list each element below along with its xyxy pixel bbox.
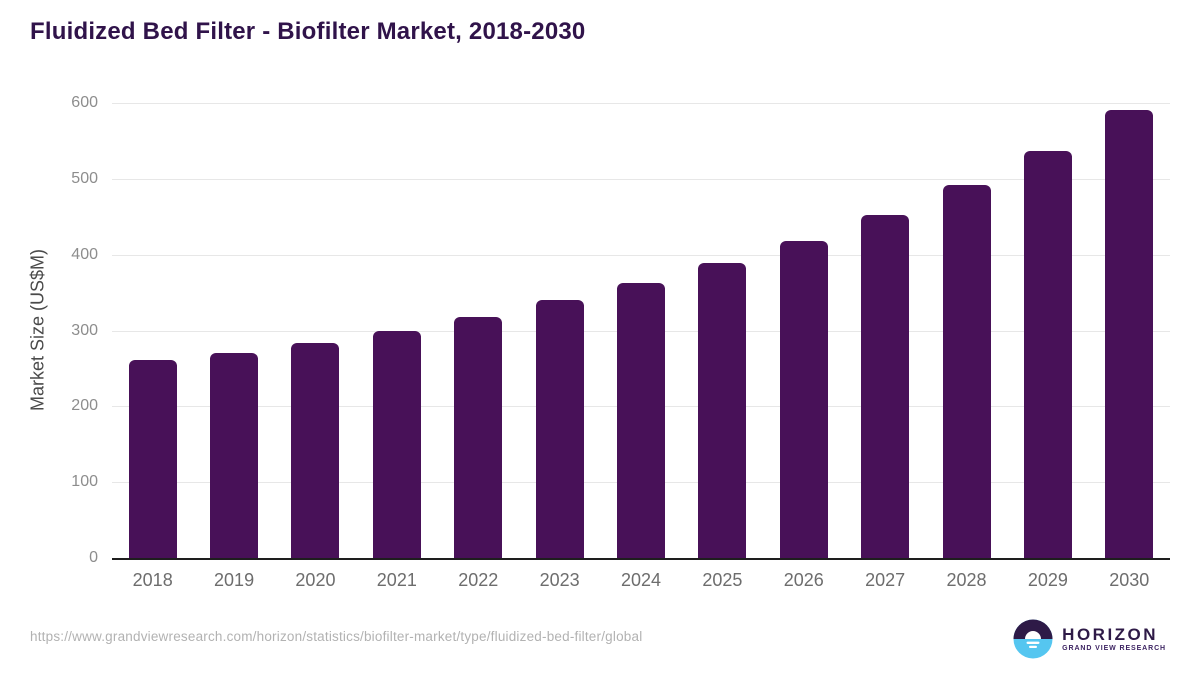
bar-2028[interactable] (942, 184, 991, 558)
horizon-logo: HORIZON GRAND VIEW RESEARCH (1013, 617, 1166, 661)
plot-area: 0 100 200 300 400 500 600 2018 2019 2020 2021 2022 2… (71, 94, 1170, 590)
x-tick-label-2024: 2024 (620, 570, 661, 590)
x-tick-label-2020: 2020 (295, 570, 336, 590)
logo-name: HORIZON (1062, 624, 1159, 644)
y-tick-label-500: 500 (71, 169, 98, 187)
x-tick-label-2023: 2023 (539, 570, 580, 590)
bar-2027[interactable] (861, 215, 910, 558)
x-tick-label-2030: 2030 (1109, 570, 1150, 590)
y-tick-label-600: 600 (71, 94, 98, 111)
x-tick-label-2028: 2028 (946, 570, 987, 590)
bar-2024[interactable] (617, 283, 665, 558)
x-tick-label-2025: 2025 (702, 570, 743, 590)
sun-over-horizon-icon (1013, 619, 1053, 659)
bar-2021[interactable] (372, 330, 421, 558)
gridline-600 (112, 103, 1170, 104)
y-tick-label-300: 300 (71, 321, 98, 339)
chart-title: Fluidized Bed Filter - Biofilter Market,… (30, 18, 586, 45)
logo-subtitle: GRAND VIEW RESEARCH (1062, 645, 1166, 653)
y-tick-label-200: 200 (71, 397, 98, 415)
y-tick-label-100: 100 (71, 473, 98, 491)
x-tick-label-2026: 2026 (783, 570, 824, 590)
gridline-500 (112, 178, 1170, 180)
bar-2022[interactable] (454, 316, 503, 558)
x-tick-label-2018: 2018 (132, 570, 173, 590)
bar-2029[interactable] (1023, 150, 1072, 558)
bar-2018[interactable] (128, 360, 177, 558)
x-tick-label-2029: 2029 (1027, 570, 1068, 590)
x-tick-label-2022: 2022 (458, 570, 499, 590)
source-url: https://www.grandviewresearch.com/horizo… (30, 629, 643, 644)
bar-2023[interactable] (535, 300, 584, 558)
gridline-400 (112, 254, 1170, 256)
bar-2020[interactable] (291, 342, 340, 558)
bar-2019[interactable] (210, 352, 259, 558)
y-tick-label-400: 400 (71, 245, 98, 263)
y-tick-label-0: 0 (89, 549, 98, 566)
x-tick-label-2021: 2021 (376, 570, 417, 590)
logo-text: HORIZON GRAND VIEW RESEARCH (1062, 624, 1166, 653)
x-tick-label-2019: 2019 (214, 570, 255, 590)
bar-2025[interactable] (698, 263, 747, 558)
x-tick-label-2027: 2027 (865, 570, 906, 590)
bar-2030[interactable] (1105, 109, 1154, 558)
bar-2026[interactable] (779, 241, 828, 558)
